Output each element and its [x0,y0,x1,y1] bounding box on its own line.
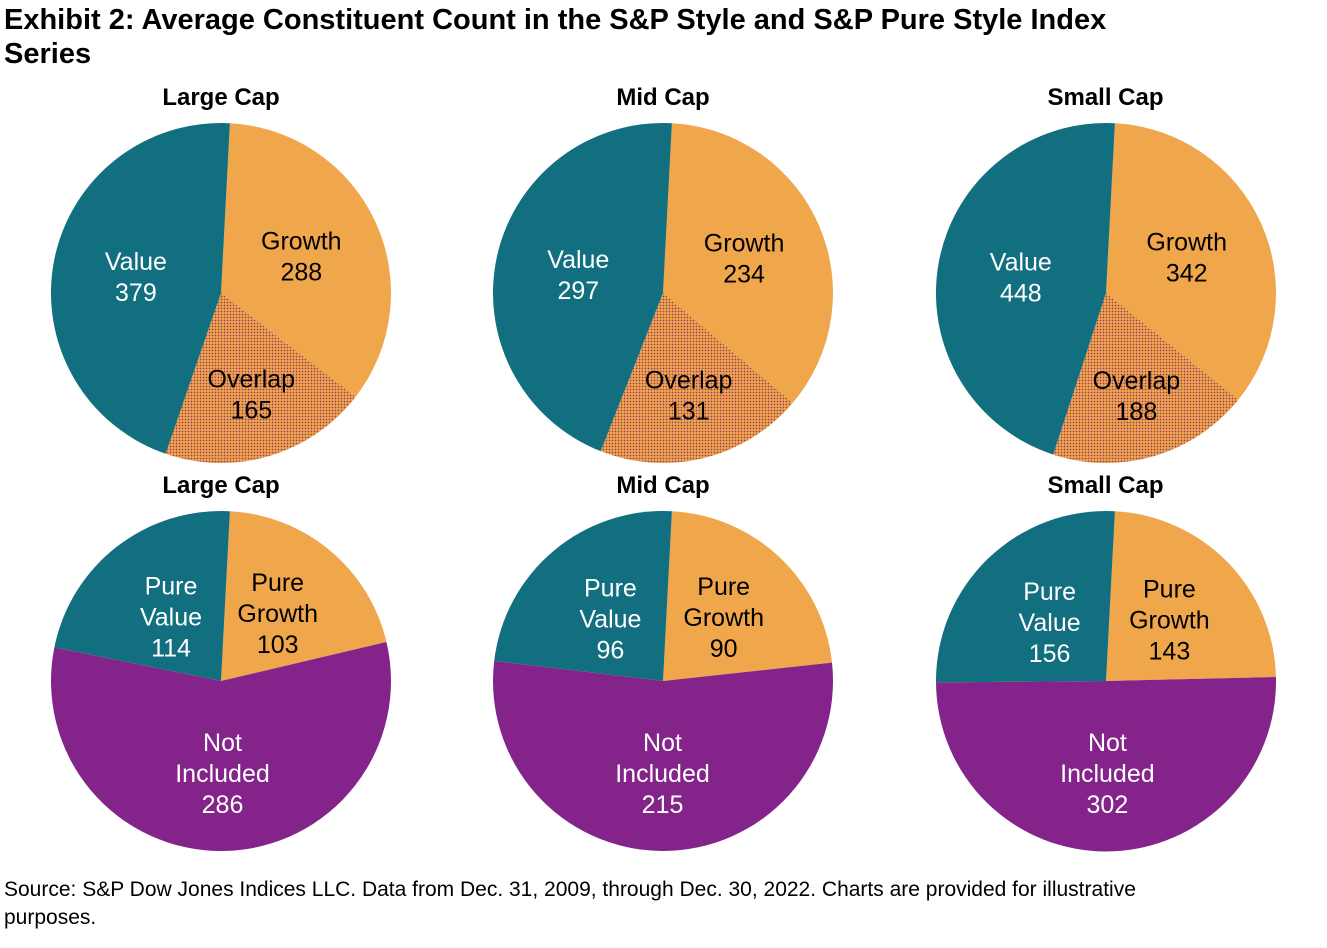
pie-slice-overlap [165,293,356,463]
exhibit-title: Exhibit 2: Average Constituent Count in … [0,0,1327,71]
pie-slice-not-included [493,660,834,851]
pie-slice-not-included [935,677,1276,852]
pie-slice-label-not-included: Not Included 302 [1060,729,1155,819]
pie-slice-label-value: Value 448 [989,249,1051,308]
pie-chart-style-small-cap: Growth 342 Overlap 188 Value 448 [935,122,1276,464]
pie-title: Mid Cap [616,472,710,499]
pie-title: Large Cap [162,84,280,111]
pie-slice-label-overlap: Overlap 165 [208,366,296,425]
pie-slice-label-growth: Growth 342 [1146,229,1227,288]
pie-slice-pure-value [935,510,1115,683]
pie-slice-pure-value [54,510,230,681]
pie-slice-value [50,122,230,454]
exhibit-title-line2: Series [4,38,92,70]
pie-slice-label-value: Value 379 [105,248,167,307]
pie-slice-pure-growth [1105,511,1276,681]
pie-chart-pure-style-large-cap: Pure Growth 103 Not Included 286 Pure Value 114 [50,510,391,852]
pie-slice-label-pure-growth: Pure Growth 143 [1129,575,1210,665]
pie-slice-label-pure-growth: Pure Growth 103 [237,569,318,659]
pie-chart-style-large-cap: Growth 288 Overlap 165 Value 379 [50,122,392,463]
pie-slice-label-pure-growth: Pure Growth 90 [683,573,764,663]
pie-cell-pure-style-large-cap: Large Cap Pure Growth 103 Not Included 286 Pur… [0,465,442,853]
pie-slice-label-growth: Growth 234 [704,229,785,288]
pie-slice-label-not-included: Not Included 286 [175,729,270,819]
source-note: Source: S&P Dow Jones Indices LLC. Data … [0,876,1327,932]
charts-grid: Large Cap Growth 288 Overlap 165 Value 379 Mi… [0,71,1327,853]
pie-cell-style-mid-cap: Mid Cap Growth 234 Overlap 131 Value 297 [442,71,884,465]
pie-slice-overlap [1052,293,1238,464]
pie-slice-label-growth: Growth 288 [261,228,342,287]
pie-cell-pure-style-small-cap: Small Cap Pure Growth 143 Not Included 302 Pur… [884,465,1327,853]
exhibit-title-line1: Exhibit 2: Average Constituent Count in … [4,4,1107,36]
pie-chart-pure-style-mid-cap: Pure Growth 90 Not Included 215 Pure Value 96 [493,510,834,851]
pie-chart-pure-style-small-cap: Pure Growth 143 Not Included 302 Pure Value 156 [935,510,1276,852]
source-note-line1: Source: S&P Dow Jones Indices LLC. Data … [4,878,1136,901]
pie-slice-not-included [50,641,391,852]
pie-title: Small Cap [1047,84,1164,111]
pie-slice-pure-value [494,510,672,681]
pie-slice-label-overlap: Overlap 188 [1092,367,1180,426]
pie-slice-label-pure-value: Pure Value 96 [579,575,641,665]
pie-cell-style-large-cap: Large Cap Growth 288 Overlap 165 Value 379 [0,71,442,465]
pie-chart-style-mid-cap: Growth 234 Overlap 131 Value 297 [492,122,834,463]
pie-slice-label-value: Value 297 [547,246,609,305]
pie-slice-pure-growth [663,511,833,681]
pie-slice-value [935,122,1115,455]
pie-slice-label-pure-value: Pure Value 114 [140,573,202,663]
pie-slice-growth [663,123,834,403]
pie-slice-label-overlap: Overlap 131 [645,367,733,426]
pie-cell-style-small-cap: Small Cap Growth 342 Overlap 188 Value 448 [884,71,1327,465]
pie-slice-label-not-included: Not Included 215 [615,729,710,819]
pie-cell-pure-style-mid-cap: Mid Cap Pure Growth 90 Not Included 215 Pure Va… [442,465,884,853]
pie-slice-growth [1105,123,1276,400]
source-note-line2: purposes. [4,906,97,929]
pie-slice-label-pure-value: Pure Value 156 [1018,578,1080,668]
pie-slice-growth [221,123,392,397]
pie-title: Small Cap [1047,472,1164,499]
pie-slice-pure-growth [221,511,387,681]
pie-slice-value [492,122,672,452]
pie-title: Large Cap [162,472,280,499]
pie-slice-overlap [600,293,793,463]
pie-title: Mid Cap [616,84,710,111]
